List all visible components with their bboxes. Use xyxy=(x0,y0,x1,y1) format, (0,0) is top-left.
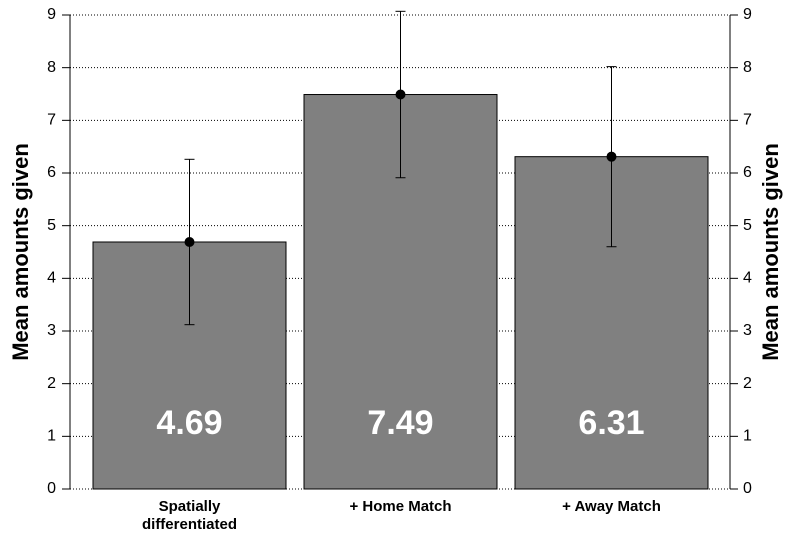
y-tick-label: 5 xyxy=(47,217,56,234)
y2-tick-label: 9 xyxy=(743,6,752,23)
y-tick-label: 7 xyxy=(47,112,56,129)
y-tick-label: 2 xyxy=(47,375,56,392)
y-tick-label: 0 xyxy=(47,480,56,497)
y-tick-label: 6 xyxy=(47,164,56,181)
y-tick-label: 9 xyxy=(47,6,56,23)
data-label: 6.31 xyxy=(578,404,644,442)
mean-dot xyxy=(606,151,617,162)
y2-tick-label: 4 xyxy=(743,270,752,287)
y-tick-label: 1 xyxy=(47,428,56,445)
data-label: 4.69 xyxy=(156,404,222,442)
y-tick-label: 8 xyxy=(47,59,56,76)
y2-axis-label: Mean amounts given xyxy=(758,143,783,361)
mean-dot xyxy=(395,89,406,100)
y2-tick-label: 1 xyxy=(743,428,752,445)
y2-tick-label: 0 xyxy=(743,480,752,497)
x-tick-label: + Away Match xyxy=(562,498,661,515)
x-tick-label: Spatially differentiated xyxy=(141,498,237,533)
y2-tick-label: 6 xyxy=(743,164,752,181)
y-tick-label: 3 xyxy=(47,322,56,339)
y2-tick-label: 2 xyxy=(743,375,752,392)
x-tick-label: + Home Match xyxy=(349,498,452,515)
y2-tick-label: 7 xyxy=(743,112,752,129)
data-label: 7.49 xyxy=(367,404,433,442)
mean-dot xyxy=(184,236,195,247)
y-tick-label: 4 xyxy=(47,270,56,287)
y2-tick-label: 5 xyxy=(743,217,752,234)
y-axis-label: Mean amounts given xyxy=(8,143,33,361)
y2-tick-label: 3 xyxy=(743,322,752,339)
y2-tick-label: 8 xyxy=(743,59,752,76)
